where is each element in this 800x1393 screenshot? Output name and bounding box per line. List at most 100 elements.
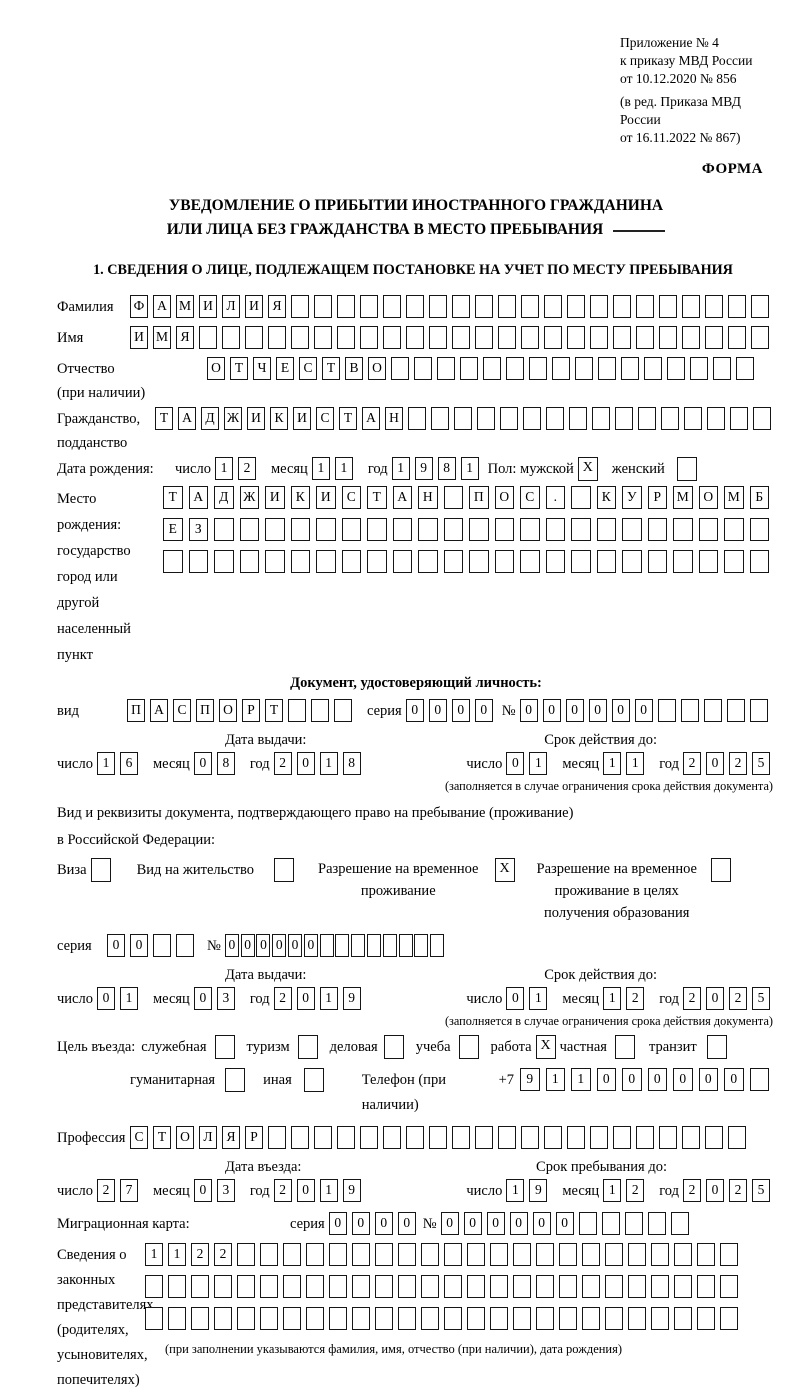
citizenship-cell[interactable] <box>454 407 472 430</box>
representative-cell[interactable] <box>559 1243 577 1266</box>
citizenship-cell[interactable]: К <box>270 407 288 430</box>
birth-place-cell[interactable] <box>341 550 361 573</box>
birth-year-cell[interactable]: 9 <box>414 457 433 480</box>
profession-cell[interactable] <box>705 1126 723 1149</box>
birth-place-cell[interactable]: Р <box>647 486 667 509</box>
birth-place-cell[interactable]: А <box>392 486 412 509</box>
birth-place-cell[interactable] <box>367 550 387 573</box>
purpose-cell[interactable] <box>297 1035 318 1059</box>
stay-year-cell[interactable]: 5 <box>752 1179 770 1202</box>
residence-number-cell[interactable] <box>398 934 413 957</box>
representative-cell[interactable] <box>697 1243 715 1266</box>
representative-cell[interactable] <box>260 1307 278 1330</box>
patronymic-cell[interactable] <box>506 357 524 380</box>
first-name-cell[interactable] <box>728 326 746 349</box>
representative-cell[interactable] <box>467 1243 485 1266</box>
first-name-cell[interactable] <box>337 326 355 349</box>
representative-cell[interactable]: 1 <box>168 1243 186 1266</box>
birth-place-cell[interactable] <box>214 550 234 573</box>
representative-cell[interactable] <box>168 1307 186 1330</box>
doc-number-cell[interactable]: 0 <box>611 699 630 722</box>
birth-place-cell[interactable] <box>494 518 514 541</box>
citizenship-cell[interactable] <box>408 407 426 430</box>
birth-place-cell[interactable] <box>749 518 769 541</box>
birth-place-cell[interactable] <box>749 550 769 573</box>
first-name-cell[interactable] <box>222 326 240 349</box>
surname-cell[interactable] <box>337 295 355 318</box>
issued-year-cell[interactable]: 8 <box>342 752 361 775</box>
first-name-cell[interactable] <box>498 326 516 349</box>
representative-cell[interactable] <box>260 1243 278 1266</box>
representative-cell[interactable] <box>145 1307 163 1330</box>
issued-year-cell[interactable]: 2 <box>273 987 292 1010</box>
purpose-cell[interactable]: X <box>535 1035 556 1059</box>
representative-cell[interactable] <box>329 1275 347 1298</box>
representative-cell[interactable] <box>283 1243 301 1266</box>
residence-number-cell[interactable]: 0 <box>240 934 255 957</box>
citizenship-cell[interactable]: И <box>247 407 265 430</box>
migration-seria-cell[interactable]: 0 <box>397 1212 416 1235</box>
doc-seria-cell[interactable]: 0 <box>428 699 447 722</box>
doc-type-cell[interactable]: П <box>127 699 145 722</box>
doc-number-cell[interactable]: 0 <box>588 699 607 722</box>
surname-cell[interactable]: М <box>176 295 194 318</box>
surname-cell[interactable] <box>613 295 631 318</box>
migration-seria-cell[interactable]: 0 <box>328 1212 347 1235</box>
citizenship-cell[interactable] <box>638 407 656 430</box>
representative-cell[interactable] <box>490 1307 508 1330</box>
representative-cell[interactable] <box>651 1307 669 1330</box>
surname-cell[interactable]: Ф <box>130 295 148 318</box>
profession-cell[interactable] <box>544 1126 562 1149</box>
doc-type-cell[interactable] <box>288 699 306 722</box>
stay-day-cell[interactable]: 9 <box>529 1179 548 1202</box>
first-name-cell[interactable] <box>452 326 470 349</box>
valid-year-cell[interactable]: 5 <box>752 752 770 775</box>
profession-cell[interactable] <box>590 1126 608 1149</box>
citizenship-cell[interactable] <box>615 407 633 430</box>
representative-cell[interactable] <box>490 1243 508 1266</box>
first-name-cell[interactable] <box>659 326 677 349</box>
representative-cell[interactable] <box>536 1275 554 1298</box>
citizenship-cell[interactable]: А <box>362 407 380 430</box>
purpose-cell[interactable] <box>614 1035 635 1059</box>
representative-cell[interactable] <box>559 1307 577 1330</box>
surname-cell[interactable] <box>498 295 516 318</box>
birth-place-cell[interactable] <box>265 550 285 573</box>
birth-place-cell[interactable] <box>469 550 489 573</box>
birth-place-cell[interactable] <box>163 550 183 573</box>
sex-male-cell[interactable]: X <box>577 457 598 481</box>
valid-year-cell[interactable]: 0 <box>706 987 724 1010</box>
first-name-cell[interactable] <box>314 326 332 349</box>
birth-place-cell[interactable] <box>520 518 540 541</box>
purpose-cell[interactable] <box>706 1035 727 1059</box>
representative-cell[interactable] <box>697 1275 715 1298</box>
profession-cell[interactable]: С <box>130 1126 148 1149</box>
entry-year-cell[interactable]: 1 <box>319 1179 338 1202</box>
migration-number-cell[interactable]: 0 <box>555 1212 574 1235</box>
profession-cell[interactable] <box>567 1126 585 1149</box>
representative-cell[interactable] <box>398 1307 416 1330</box>
representative-cell[interactable] <box>237 1307 255 1330</box>
birth-place-cell[interactable] <box>494 550 514 573</box>
birth-place-cell[interactable]: Т <box>367 486 387 509</box>
issued-day-cell[interactable]: 1 <box>119 987 138 1010</box>
issued-year-cell[interactable]: 1 <box>319 987 338 1010</box>
representative-cell[interactable] <box>605 1275 623 1298</box>
birth-place-cell[interactable]: Т <box>163 486 183 509</box>
doc-type-cell[interactable]: А <box>150 699 168 722</box>
surname-cell[interactable]: Я <box>268 295 286 318</box>
surname-cell[interactable] <box>728 295 746 318</box>
profession-cell[interactable] <box>521 1126 539 1149</box>
birth-place-cell[interactable] <box>622 550 642 573</box>
phone-cell[interactable]: 0 <box>724 1068 744 1091</box>
patronymic-cell[interactable] <box>437 357 455 380</box>
issued-year-cell[interactable]: 1 <box>319 752 338 775</box>
birth-place-cell[interactable]: М <box>673 486 693 509</box>
visa-cell[interactable] <box>90 858 111 882</box>
profession-cell[interactable] <box>314 1126 332 1149</box>
purpose-cell[interactable] <box>458 1035 479 1059</box>
doc-type-cell[interactable]: О <box>219 699 237 722</box>
birth-place-cell[interactable]: И <box>265 486 285 509</box>
issued-year-cell[interactable]: 0 <box>296 987 315 1010</box>
representative-cell[interactable] <box>582 1243 600 1266</box>
